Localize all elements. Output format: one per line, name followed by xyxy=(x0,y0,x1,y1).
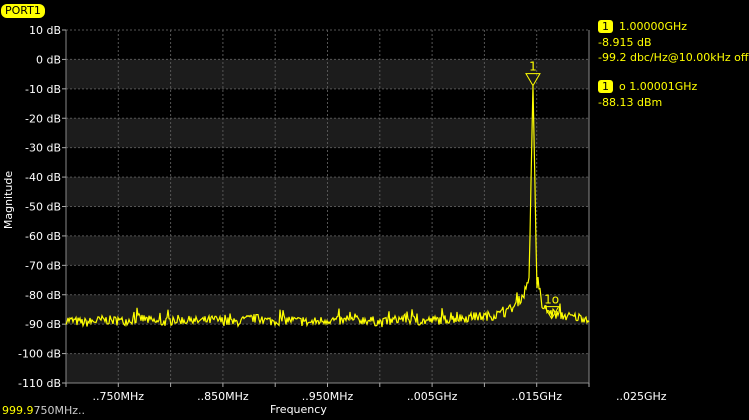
marker1o-freq: 1.00001GHz xyxy=(629,80,698,93)
marker1-id-badge[interactable]: 1 xyxy=(598,20,613,33)
y-tick-label: -30 dB xyxy=(25,142,61,155)
x-tick-label: ..950MHz xyxy=(302,390,354,403)
marker1o-value: -88.13 dBm xyxy=(598,96,663,109)
marker1-value: -8.915 dB xyxy=(598,36,652,49)
port-badge[interactable]: PORT1 xyxy=(1,4,45,18)
x-tick-label: ..750MHz xyxy=(93,390,145,403)
start-frequency-value: 999.9 xyxy=(2,404,34,417)
plot-markers[interactable]: 1 1o xyxy=(525,60,560,320)
y-tick-label: 0 dB xyxy=(36,53,61,66)
y-tick-label: 10 dB xyxy=(29,24,61,37)
y-tick-label: -50 dB xyxy=(25,201,61,214)
y-tick-label: -20 dB xyxy=(25,112,61,125)
x-tick-label: ..015GHz xyxy=(511,390,562,403)
y-tick-label: -90 dB xyxy=(25,318,61,331)
y-tick-label: -10 dB xyxy=(25,83,61,96)
x-tick-label: ..850MHz xyxy=(197,390,249,403)
y-axis-ticks: 10 dB 0 dB -10 dB -20 dB -30 dB -40 dB -50 dB -… xyxy=(18,24,66,390)
y-axis-title: Magnitude xyxy=(2,171,15,230)
marker1-freq: 1.00000GHz xyxy=(619,20,688,33)
marker1-header[interactable]: 1 1.00000GHz xyxy=(598,20,687,34)
marker1o-mode: o xyxy=(619,80,626,93)
marker1o-triangle xyxy=(543,306,560,320)
y-tick-label: -80 dB xyxy=(25,289,61,302)
start-frequency: 999.9750MHz.. xyxy=(2,404,85,417)
y-tick-label: -100 dB xyxy=(18,348,61,361)
x-axis-title: Frequency xyxy=(270,403,327,416)
marker1o-label: 1o xyxy=(544,293,559,307)
marker1-triangle xyxy=(525,73,541,87)
marker1-label: 1 xyxy=(529,60,537,74)
y-tick-label: -110 dB xyxy=(18,377,61,390)
y-tick-label: -40 dB xyxy=(25,171,61,184)
trace-line xyxy=(65,85,590,328)
x-axis-ticks: ..750MHz ..850MHz ..950MHz ..005GHz ..015GHz… xyxy=(65,383,667,403)
x-tick-label: ..025GHz xyxy=(616,390,667,403)
start-frequency-suffix: 750MHz.. xyxy=(33,404,86,417)
marker1-noise: -99.2 dbc/Hz@10.00kHz offs xyxy=(598,51,749,64)
marker1o-id-badge[interactable]: 1 xyxy=(598,80,613,93)
y-tick-label: -70 dB xyxy=(25,259,61,272)
y-tick-label: -60 dB xyxy=(25,230,61,243)
x-tick-label: ..005GHz xyxy=(407,390,458,403)
